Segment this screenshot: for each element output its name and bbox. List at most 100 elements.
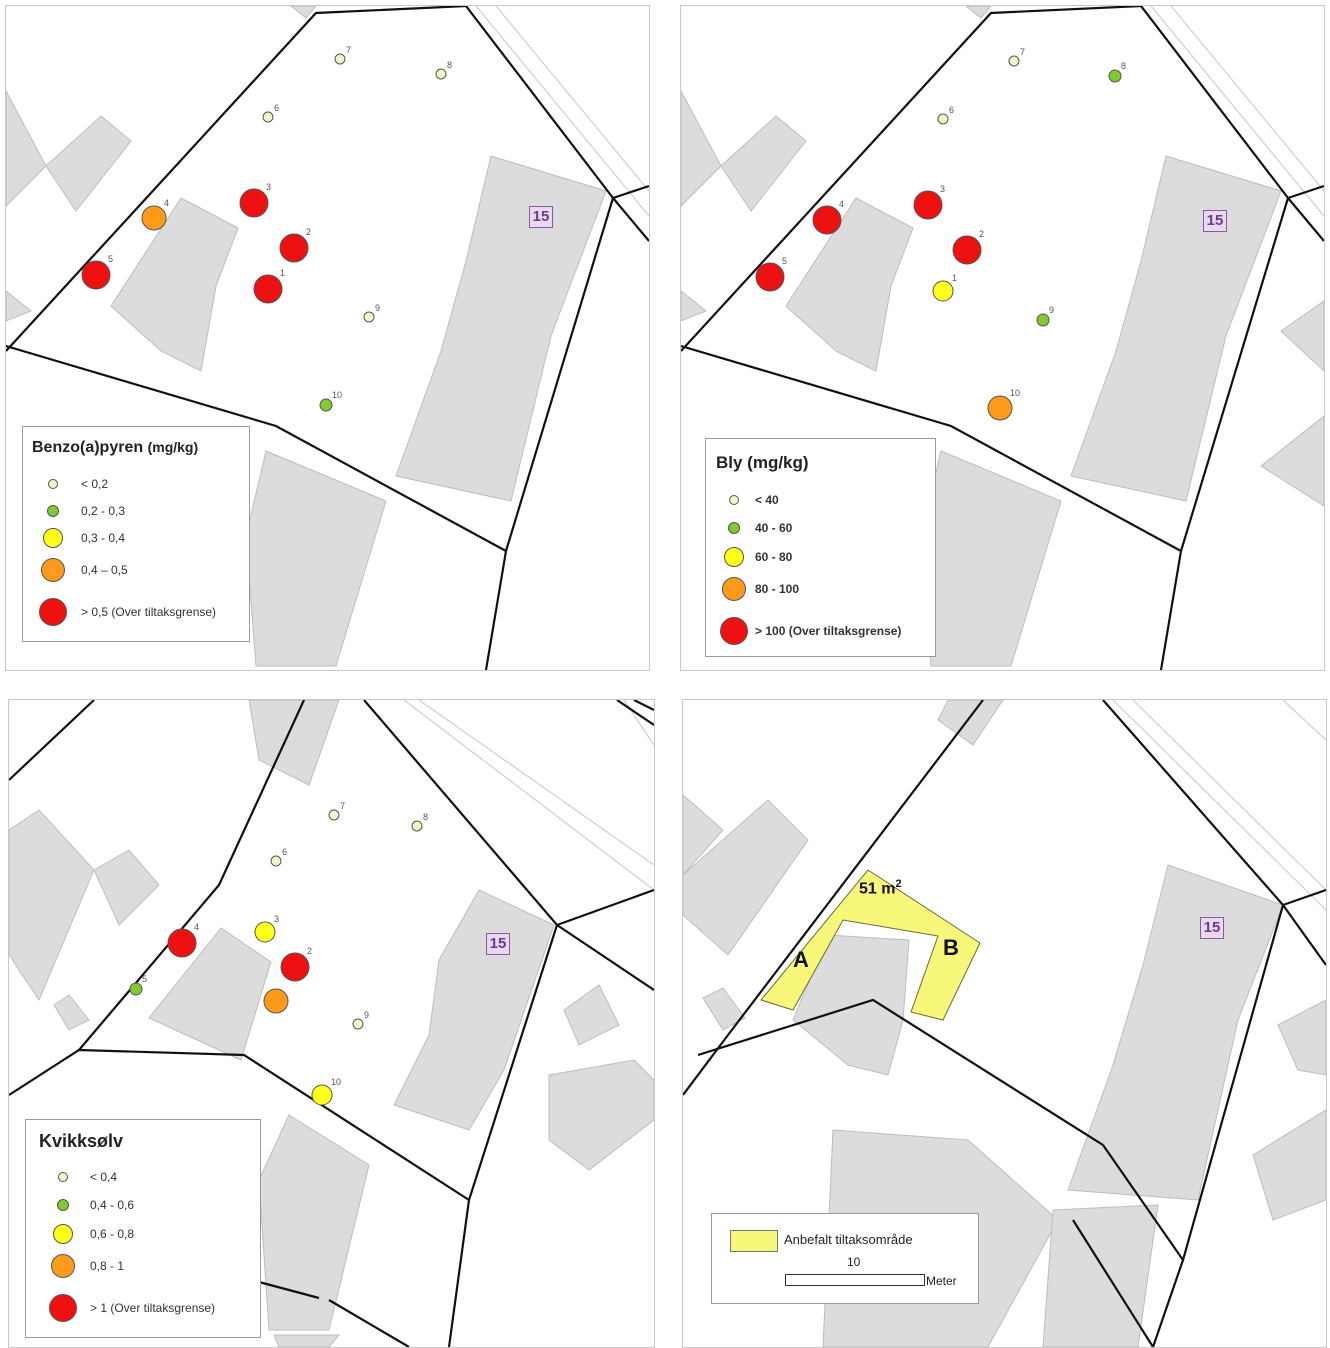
sample-point-10[interactable] <box>311 1084 333 1106</box>
property-boundaries <box>681 6 1324 670</box>
sample-point-4[interactable] <box>812 205 842 235</box>
legend-label: > 100 (Over tiltaksgrense) <box>755 624 902 638</box>
sample-point-number: 2 <box>979 229 984 239</box>
legend-class-2: 0,4 - 0,6 <box>26 1120 260 1212</box>
sample-point-number: 7 <box>1020 47 1025 57</box>
legend-title: Benzo(a)pyren (mg/kg) <box>32 439 198 457</box>
property-boundaries <box>683 700 1326 1347</box>
property-boundaries <box>6 6 649 670</box>
sample-point-1[interactable] <box>932 280 954 302</box>
map-panel-benzo-a-pyren[interactable]: 1 2 3 4 5 6 7 8 9 10 15 Benzo(a)pyren (mg/kg) < 0… <box>5 5 650 671</box>
legend-label: 0,3 - 0,4 <box>81 531 126 545</box>
legend-symbol <box>41 558 65 582</box>
sample-point-6[interactable] <box>262 111 274 123</box>
property-boundaries <box>9 700 654 1347</box>
legend-bly: Bly (mg/kg) < 40 40 - 60 60 - 80 80 - 100 > … <box>705 438 936 657</box>
area-label-b: B <box>943 935 959 960</box>
map-canvas[interactable] <box>683 700 1326 1347</box>
legend-area-swatch <box>730 1230 778 1252</box>
legend-symbol <box>43 528 63 548</box>
sample-point-6[interactable] <box>270 855 282 867</box>
legend-class-1: < 40 <box>706 439 935 507</box>
sample-point-number: 9 <box>364 1010 369 1020</box>
sample-point-9[interactable] <box>363 311 375 323</box>
legend-title: Bly (mg/kg) <box>716 453 809 472</box>
sample-points: 1 2 3 4 5 6 7 8 9 10 <box>755 47 1126 421</box>
sample-point-7[interactable] <box>328 809 340 821</box>
legend-label: 80 - 100 <box>755 582 800 596</box>
legend-label: 0,6 - 0,8 <box>90 1227 135 1241</box>
area-size-unit-exponent: 2 <box>895 878 902 890</box>
sample-point-8[interactable] <box>1108 69 1122 83</box>
legend-class-5: > 1 (Over tiltaksgrense) <box>26 1120 260 1322</box>
sample-point-number: 2 <box>306 227 311 237</box>
legend-benzo-a-pyren: Benzo(a)pyren (mg/kg) < 0,2 0,2 - 0,3 0,3 … <box>22 426 250 642</box>
legend-class-4: 0,8 - 1 <box>26 1120 260 1278</box>
map-panel-bly[interactable]: 1 2 3 4 5 6 7 8 9 10 15 Bly (mg/kg) < 40 40 - 60 60… <box>680 5 1325 671</box>
sample-point-4[interactable] <box>141 205 167 231</box>
sample-point-number: 1 <box>280 268 285 278</box>
legend-class-3: 0,3 - 0,4 <box>23 427 249 548</box>
sample-point-number: 3 <box>274 914 279 924</box>
legend-class-5: > 100 (Over tiltaksgrense) <box>706 439 935 645</box>
legend-symbol <box>39 598 67 626</box>
map-panel-kvikksolv[interactable]: 2 3 4 5 6 7 8 9 10 15 Kvikksølv < 0,4 0,4 - 0,6 0,… <box>8 699 655 1348</box>
sample-point-number: 4 <box>194 922 199 932</box>
sample-point-9[interactable] <box>1036 313 1050 327</box>
sample-point-6[interactable] <box>937 113 949 125</box>
legend-label: > 1 (Over tiltaksgrense) <box>90 1301 216 1315</box>
property-number-badge: 15 <box>529 206 553 228</box>
legend-label: > 0,5 (Over tiltaksgrense) <box>81 605 217 619</box>
sample-point-10[interactable] <box>987 395 1013 421</box>
sample-point-number: 3 <box>266 182 271 192</box>
scale-bar-unit: Meter <box>926 1274 957 1288</box>
map-canvas[interactable]: 2 3 4 5 6 7 8 9 10 <box>9 700 654 1347</box>
road-edges <box>403 700 654 891</box>
sample-point-number: 8 <box>1121 61 1126 71</box>
sample-point-10[interactable] <box>319 398 333 412</box>
sample-point-5[interactable] <box>81 260 111 290</box>
legend-symbol <box>728 522 740 534</box>
legend-area-label: Anbefalt tiltaksområde <box>784 1232 913 1247</box>
sample-point-5[interactable] <box>755 262 785 292</box>
legend-tiltaksomrade: Anbefalt tiltaksområde 10 Meter <box>711 1213 979 1304</box>
sample-point-2[interactable] <box>280 952 310 982</box>
sample-point-number: 2 <box>307 946 312 956</box>
sample-point-2[interactable] <box>279 233 309 263</box>
sample-point-4[interactable] <box>167 928 197 958</box>
sample-point-8[interactable] <box>435 68 447 80</box>
legend-symbol <box>48 479 58 489</box>
sample-point-3[interactable] <box>254 921 276 943</box>
sample-points: 2 3 4 5 6 7 8 9 10 <box>129 801 428 1106</box>
sample-point-7[interactable] <box>334 53 346 65</box>
legend-symbol <box>720 617 748 645</box>
legend-class-3: 60 - 80 <box>706 439 935 567</box>
sample-point-7[interactable] <box>1008 55 1020 67</box>
sample-point-1[interactable] <box>253 274 283 304</box>
sample-point-number: 8 <box>423 812 428 822</box>
sample-point-number: 5 <box>108 254 113 264</box>
road-edges <box>475 6 649 217</box>
scale-bar-value: 10 <box>847 1255 861 1269</box>
sample-point-2[interactable] <box>952 235 982 265</box>
sample-point-number: 5 <box>782 256 787 266</box>
sample-point-5[interactable] <box>129 982 143 996</box>
legend-label: 60 - 80 <box>755 550 793 564</box>
legend-class-2: 40 - 60 <box>706 439 935 535</box>
sample-point-8[interactable] <box>411 820 423 832</box>
property-number-badge: 15 <box>1200 917 1224 939</box>
sample-point-number: 1 <box>952 273 957 283</box>
sample-point-unlabeled[interactable] <box>263 988 289 1014</box>
area-size-value: 51 m <box>859 880 896 898</box>
recommended-area-polygon[interactable] <box>760 869 981 1021</box>
legend-symbol <box>53 1224 73 1244</box>
map-panel-tiltaksomrade[interactable]: 15 51 m2 A B Anbefalt tiltaksområde 10 M… <box>682 699 1327 1348</box>
sample-point-9[interactable] <box>352 1018 364 1030</box>
legend-class-2: 0,2 - 0,3 <box>23 427 249 518</box>
sample-point-3[interactable] <box>239 188 269 218</box>
map-canvas[interactable]: 1 2 3 4 5 6 7 8 9 10 <box>681 6 1324 670</box>
legend-class-3: 0,6 - 0,8 <box>26 1120 260 1244</box>
legend-title: Kvikksølv <box>39 1131 124 1151</box>
legend-label: 0,8 - 1 <box>90 1259 125 1273</box>
sample-point-3[interactable] <box>913 190 943 220</box>
